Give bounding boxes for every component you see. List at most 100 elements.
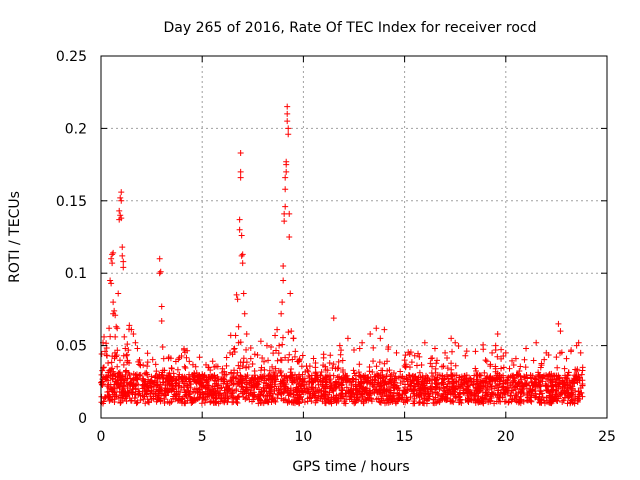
- data-point: [180, 346, 187, 353]
- data-point: [142, 370, 149, 377]
- data-point: [135, 381, 142, 388]
- data-point: [229, 351, 236, 358]
- data-point: [296, 371, 303, 378]
- data-point: [541, 400, 548, 407]
- data-point: [448, 366, 455, 373]
- data-point: [487, 391, 494, 398]
- data-point: [285, 357, 292, 364]
- data-point: [488, 383, 495, 390]
- data-point: [268, 377, 275, 384]
- data-point: [116, 357, 123, 364]
- data-point: [506, 398, 513, 405]
- data-point: [237, 174, 244, 181]
- data-point: [258, 388, 265, 395]
- data-point: [474, 380, 481, 387]
- data-point: [205, 364, 212, 371]
- data-point: [452, 378, 459, 385]
- data-point: [510, 362, 517, 369]
- data-point: [249, 393, 256, 400]
- data-point: [411, 400, 418, 407]
- data-point: [406, 372, 413, 379]
- data-point: [174, 366, 181, 373]
- data-point: [234, 394, 241, 401]
- data-point: [139, 385, 146, 392]
- data-point: [270, 350, 277, 357]
- data-point: [231, 367, 238, 374]
- data-point: [509, 357, 516, 364]
- data-point: [467, 375, 474, 382]
- data-point: [119, 376, 126, 383]
- data-point: [353, 376, 360, 383]
- data-point: [223, 354, 230, 361]
- data-point: [532, 388, 539, 395]
- data-point: [328, 382, 335, 389]
- data-point: [360, 378, 367, 385]
- data-point: [107, 277, 114, 284]
- data-point: [436, 386, 443, 393]
- data-point: [108, 255, 115, 262]
- data-point: [261, 375, 268, 382]
- data-point: [126, 381, 133, 388]
- data-point: [198, 400, 205, 407]
- data-point: [192, 363, 199, 370]
- data-point: [338, 347, 345, 354]
- data-point: [118, 215, 125, 222]
- data-point: [268, 396, 275, 403]
- data-point: [370, 344, 377, 351]
- data-point: [377, 335, 384, 342]
- data-point: [299, 376, 306, 383]
- data-point: [358, 390, 365, 397]
- data-point: [397, 374, 404, 381]
- data-point: [232, 375, 239, 382]
- data-point: [380, 375, 387, 382]
- data-point: [283, 158, 290, 165]
- data-point: [364, 375, 371, 382]
- data-point: [496, 372, 503, 379]
- chart-title: Day 265 of 2016, Rate Of TEC Index for r…: [164, 20, 537, 36]
- data-point: [395, 395, 402, 402]
- data-point: [164, 398, 171, 405]
- data-point: [350, 367, 357, 374]
- data-point: [537, 388, 544, 395]
- data-point: [451, 388, 458, 395]
- data-point: [223, 362, 230, 369]
- data-point: [289, 356, 296, 363]
- data-point: [421, 339, 428, 346]
- data-point: [130, 385, 137, 392]
- data-point: [203, 361, 210, 368]
- data-point: [494, 331, 501, 338]
- data-point: [557, 350, 564, 357]
- data-point: [409, 373, 416, 380]
- data-point: [272, 365, 279, 372]
- data-point: [352, 399, 359, 406]
- data-point: [468, 392, 475, 399]
- data-point: [402, 364, 409, 371]
- data-point: [406, 350, 413, 357]
- data-point: [549, 398, 556, 405]
- data-point: [423, 372, 430, 379]
- data-point: [182, 365, 189, 372]
- data-point: [132, 374, 139, 381]
- data-point: [279, 341, 286, 348]
- data-point: [132, 382, 139, 389]
- data-point: [579, 367, 586, 374]
- data-point: [187, 394, 194, 401]
- data-point: [389, 392, 396, 399]
- data-point: [108, 396, 115, 403]
- data-point: [428, 386, 435, 393]
- data-point: [113, 323, 120, 330]
- data-point: [278, 378, 285, 385]
- data-point: [111, 307, 118, 314]
- data-point: [266, 385, 273, 392]
- data-point: [199, 371, 206, 378]
- data-point: [282, 354, 289, 361]
- x-tick-label: 20: [497, 429, 515, 445]
- data-point: [563, 375, 570, 382]
- data-point: [218, 384, 225, 391]
- data-point: [234, 296, 241, 303]
- data-point: [119, 252, 126, 259]
- data-point: [304, 367, 311, 374]
- data-point: [295, 385, 302, 392]
- data-point: [575, 388, 582, 395]
